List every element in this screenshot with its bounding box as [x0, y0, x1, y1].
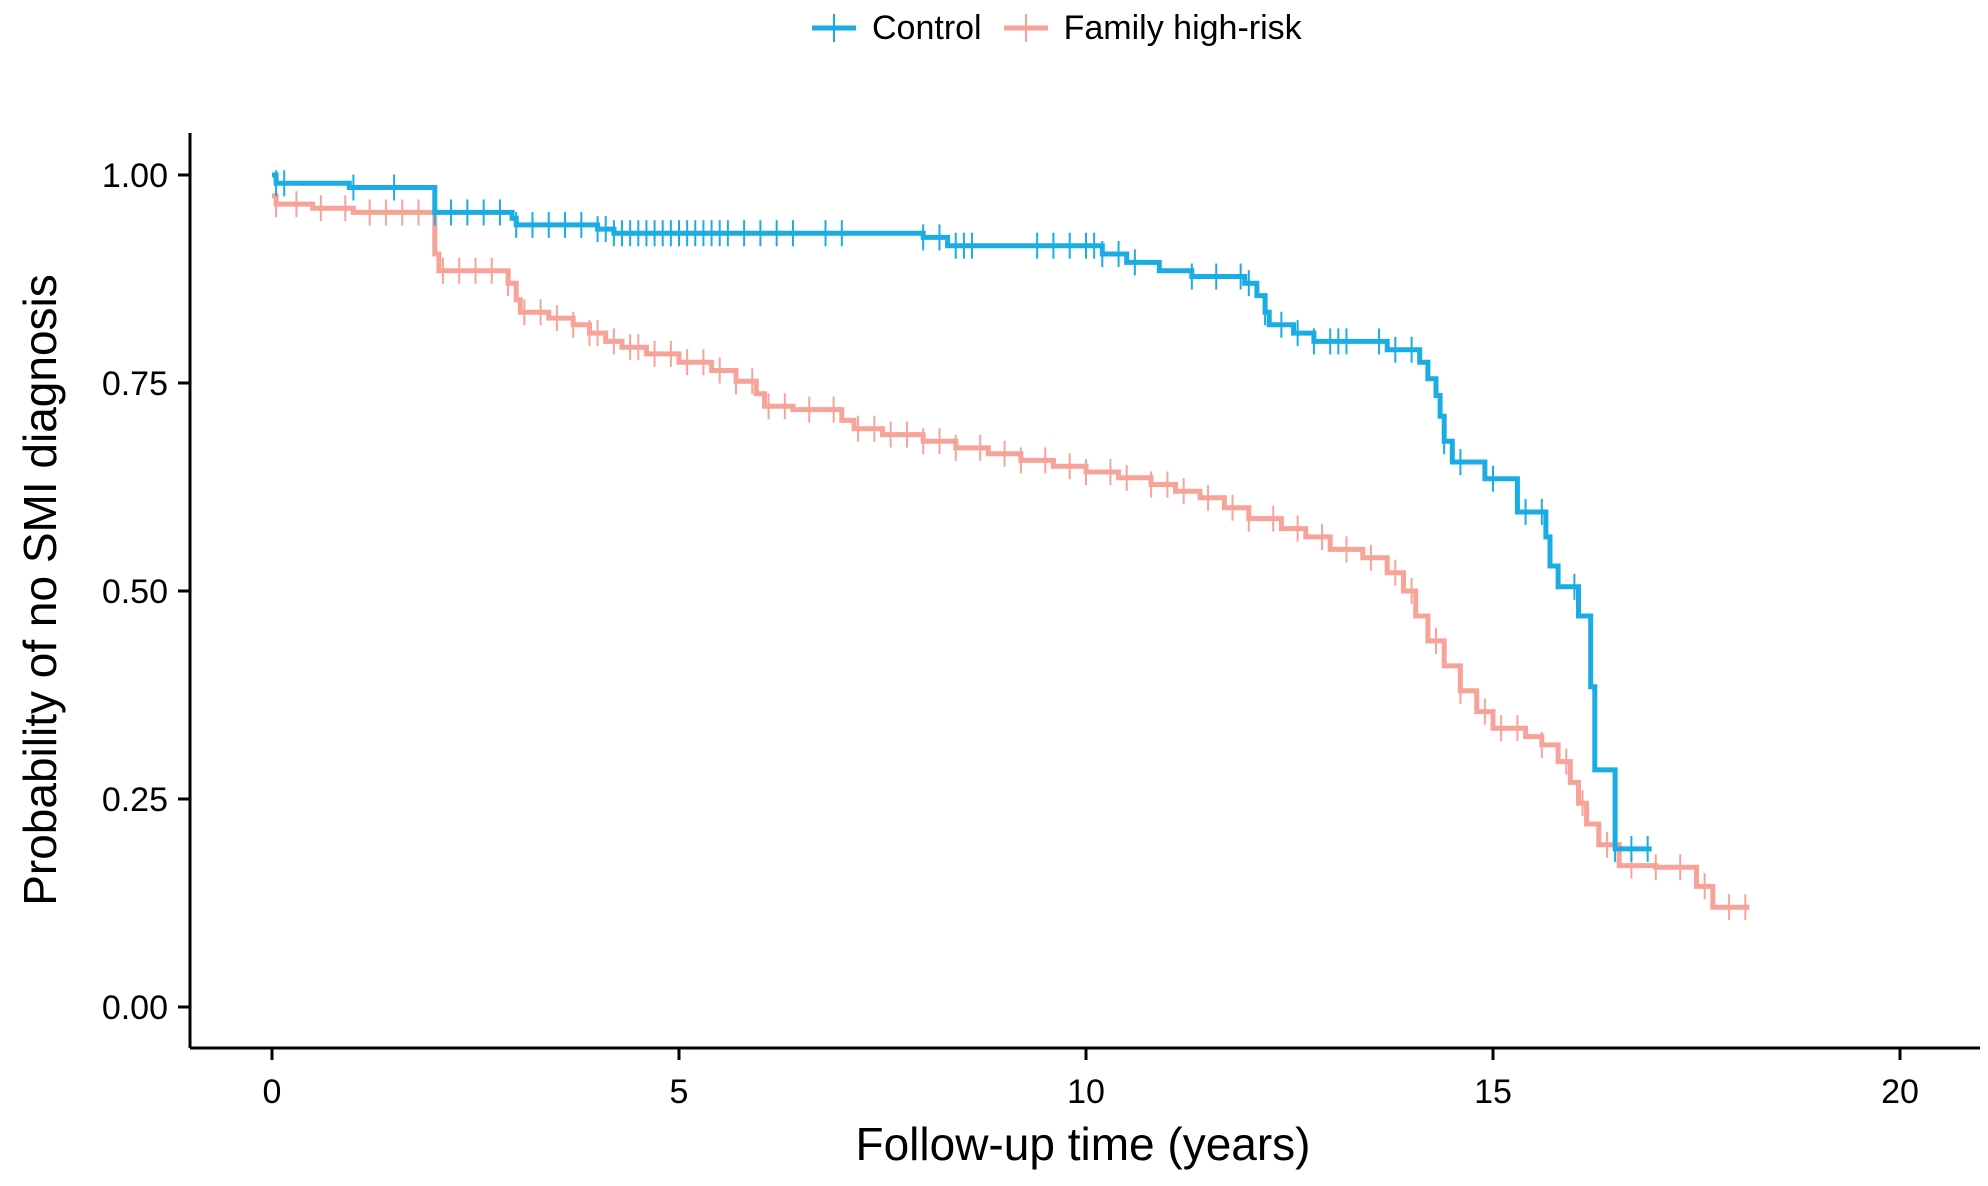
y-tick-label: 1.00	[102, 157, 168, 195]
legend-label-family-high-risk: Family high-risk	[1063, 8, 1302, 47]
x-tick-label: 15	[1474, 1073, 1512, 1111]
x-tick-label: 20	[1881, 1073, 1919, 1111]
x-tick-label: 10	[1067, 1073, 1105, 1111]
y-tick-label: 0.25	[102, 781, 168, 819]
series-layer	[272, 170, 1750, 921]
y-tick-label: 0.50	[102, 573, 168, 611]
x-tick-label: 0	[263, 1073, 282, 1111]
series-family-high-risk	[272, 191, 1750, 921]
series-control	[272, 170, 1652, 862]
ticks-layer: 0 5 10 15 20 0.00 0.25 0.50 0.75 1.00	[102, 157, 1919, 1111]
legend-key-family-high-risk-icon	[1003, 14, 1048, 42]
y-tick-label: 0.75	[102, 365, 168, 403]
legend-label-control: Control	[872, 8, 982, 47]
y-axis-title: Probability of no SMI diagnosis	[14, 274, 66, 906]
y-tick-label: 0.00	[102, 989, 168, 1027]
legend-key-control-icon	[812, 14, 856, 42]
legend: Control Family high-risk	[810, 8, 1302, 48]
series-line-control	[272, 172, 1652, 852]
series-line-family-high-risk	[272, 193, 1750, 910]
x-tick-label: 5	[670, 1073, 689, 1111]
legend-item-family-high-risk: Family high-risk	[1002, 8, 1302, 48]
legend-item-control: Control	[810, 8, 982, 48]
x-axis-title: Follow-up time (years)	[856, 1118, 1311, 1170]
